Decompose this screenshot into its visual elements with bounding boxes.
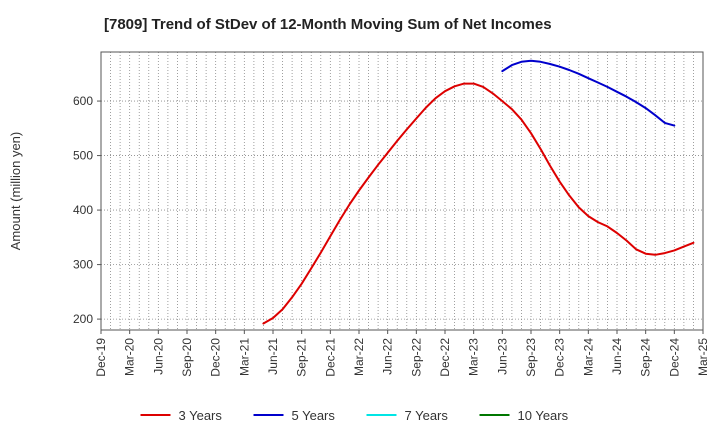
y-axis-label: Amount (million yen) bbox=[8, 132, 23, 251]
x-tick-label: Sep-21 bbox=[295, 338, 309, 377]
x-tick-label: Dec-19 bbox=[94, 338, 108, 377]
x-tick-label: Jun-22 bbox=[381, 338, 395, 375]
y-axis: 200 300 400 500 600 bbox=[73, 94, 101, 326]
legend-label-5-years: 5 Years bbox=[292, 408, 336, 423]
y-tick-label: 300 bbox=[73, 258, 93, 272]
legend: 3 Years 5 Years 7 Years 10 Years bbox=[140, 408, 569, 423]
grid bbox=[100, 52, 704, 330]
x-tick-label: Sep-22 bbox=[409, 338, 423, 377]
x-tick-label: Sep-23 bbox=[524, 338, 538, 377]
x-tick-label: Mar-25 bbox=[696, 338, 710, 376]
x-axis: Dec-19 Mar-20 Jun-20 Sep-20 Dec-20 Mar-21 Jun-… bbox=[94, 330, 710, 377]
y-tick-label: 500 bbox=[73, 149, 93, 163]
series-line-5-years bbox=[501, 59, 676, 127]
legend-label-10-years: 10 Years bbox=[518, 408, 569, 423]
legend-label-7-years: 7 Years bbox=[405, 408, 449, 423]
plot-area bbox=[100, 51, 704, 331]
x-tick-label: Mar-20 bbox=[123, 338, 137, 376]
x-tick-label: Mar-21 bbox=[237, 338, 251, 376]
series-line-3-years bbox=[262, 82, 695, 325]
x-tick-label: Mar-24 bbox=[581, 338, 595, 376]
x-tick-label: Mar-23 bbox=[467, 338, 481, 376]
x-tick-label: Dec-22 bbox=[438, 338, 452, 377]
x-tick-label: Dec-23 bbox=[553, 338, 567, 377]
y-tick-label: 600 bbox=[73, 94, 93, 108]
x-tick-label: Dec-21 bbox=[323, 338, 337, 377]
legend-label-3-years: 3 Years bbox=[179, 408, 223, 423]
y-tick-label: 400 bbox=[73, 203, 93, 217]
x-tick-label: Dec-24 bbox=[667, 338, 681, 377]
x-tick-label: Jun-23 bbox=[495, 338, 509, 375]
x-tick-label: Jun-21 bbox=[266, 338, 280, 375]
series-lines bbox=[262, 59, 695, 325]
x-tick-label: Jun-20 bbox=[151, 338, 165, 375]
chart-title: [7809] Trend of StDev of 12-Month Moving… bbox=[104, 16, 552, 33]
y-tick-label: 200 bbox=[73, 312, 93, 326]
x-tick-label: Mar-22 bbox=[352, 338, 366, 376]
x-tick-label: Sep-24 bbox=[639, 338, 653, 377]
x-tick-label: Sep-20 bbox=[180, 338, 194, 377]
x-tick-label: Jun-24 bbox=[610, 338, 624, 375]
x-tick-label: Dec-20 bbox=[209, 338, 223, 377]
